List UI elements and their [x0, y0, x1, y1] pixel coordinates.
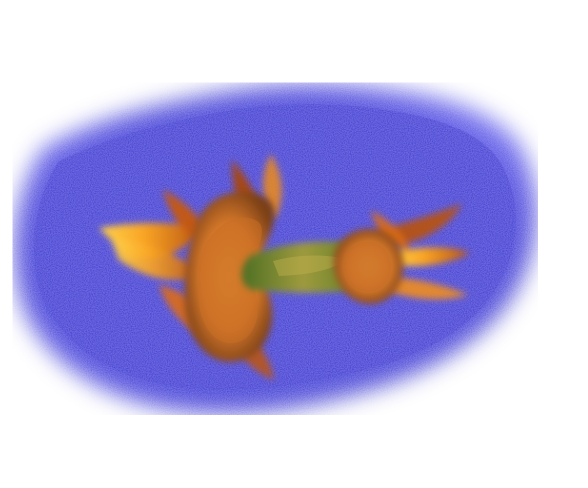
right-sunflower-head [333, 204, 470, 304]
left-sunflower-head [99, 154, 282, 380]
